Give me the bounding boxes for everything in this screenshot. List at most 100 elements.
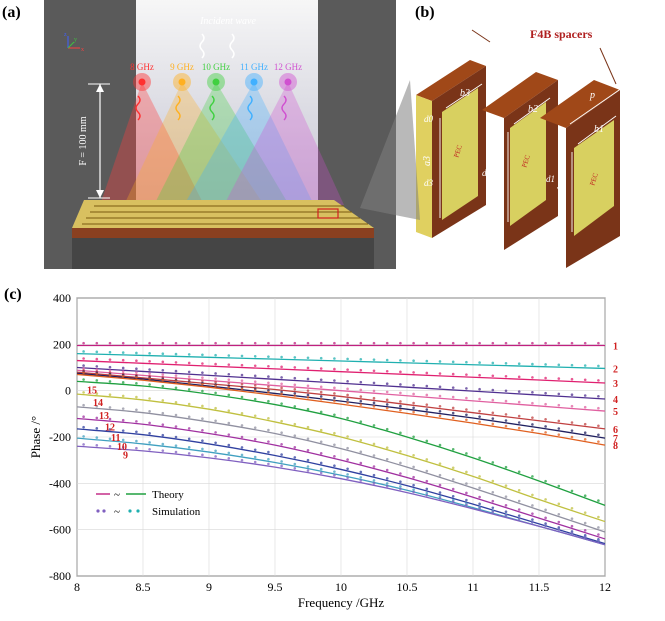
simulation-point-3 (465, 373, 468, 376)
simulation-point-6 (425, 403, 429, 406)
simulation-point-13 (399, 461, 402, 465)
simulation-point-14 (399, 450, 402, 453)
simulation-point-4 (201, 371, 204, 374)
simulation-point-4 (108, 365, 112, 369)
simulation-point-10 (95, 436, 99, 439)
simulation-point-15 (531, 475, 534, 478)
simulation-point-5 (240, 379, 244, 383)
simulation-point-3 (187, 361, 191, 365)
simulation-point-1 (253, 341, 257, 345)
simulation-point-12 (319, 452, 323, 455)
simulation-point-12 (293, 446, 297, 449)
simulation-point-6 (557, 419, 561, 423)
simulation-point-5 (201, 376, 204, 379)
simulation-point-8 (267, 390, 270, 394)
simulation-point-11 (108, 428, 112, 431)
simulation-point-10 (425, 491, 429, 495)
simulation-point-1 (201, 341, 204, 345)
frequency-label-1: 9 GHz (170, 62, 194, 72)
focal-point-2 (212, 78, 220, 86)
simulation-point-11 (478, 502, 481, 506)
x-axis-ticks: 8 8.5 9 9.5 10 10.5 11 11.5 12 (74, 580, 611, 594)
simulation-point-10 (372, 479, 376, 482)
series-number-8: 8 (613, 441, 618, 452)
simulation-point-5 (544, 402, 547, 406)
simulation-point-13 (544, 508, 547, 512)
simulation-point-1 (478, 341, 481, 345)
svg-text:a3: a3 (422, 156, 433, 166)
simulation-point-14 (82, 391, 85, 394)
simulation-point-4 (135, 367, 138, 371)
simulation-point-7 (425, 408, 429, 411)
simulation-point-9 (517, 517, 521, 520)
simulation-point-14 (557, 502, 561, 506)
simulation-point-15 (174, 386, 178, 390)
simulation-point-14 (465, 470, 468, 474)
simulation-point-6 (478, 409, 481, 413)
simulation-point-8 (504, 424, 508, 428)
simulation-point-8 (319, 397, 323, 401)
simulation-point-12 (504, 504, 508, 507)
simulation-point-4 (491, 388, 495, 392)
simulation-point-6 (491, 411, 495, 415)
simulation-point-1 (531, 341, 534, 345)
simulation-point-11 (346, 467, 349, 471)
simulation-point-5 (161, 373, 165, 376)
focal-length-label: F = 100 mm (78, 116, 89, 165)
simulation-point-4 (438, 385, 442, 389)
simulation-point-2 (491, 361, 495, 365)
simulation-point-12 (267, 440, 270, 443)
simulation-point-13 (372, 454, 376, 457)
simulation-point-3 (240, 363, 244, 367)
simulation-point-7 (267, 389, 270, 392)
simulation-point-10 (319, 467, 323, 471)
theory-line-13 (76, 406, 606, 533)
simulation-point-5 (108, 369, 112, 372)
simulation-point-10 (280, 460, 283, 463)
simulation-point-9 (135, 446, 138, 450)
simulation-point-9 (174, 450, 178, 454)
simulation-point-13 (385, 457, 389, 461)
simulation-point-7 (385, 403, 389, 406)
simulation-point-10 (121, 438, 125, 442)
pec-patch-1 (574, 120, 614, 236)
simulation-point-12 (148, 421, 151, 425)
simulation-point-6 (570, 421, 574, 424)
simulation-point-13 (135, 408, 138, 412)
simulation-point-12 (465, 491, 468, 495)
panel-b-label: (b) (415, 4, 435, 21)
panel-c-label: (c) (4, 286, 22, 303)
simulation-point-2 (280, 355, 283, 359)
simulation-point-4 (227, 372, 231, 376)
simulation-point-15 (385, 427, 389, 431)
svg-text:PEC: PEC (588, 172, 600, 187)
simulation-point-9 (267, 462, 270, 466)
simulation-point-14 (187, 402, 191, 406)
simulation-point-12 (438, 483, 442, 487)
simulation-point-3 (425, 371, 429, 375)
simulation-point-15 (135, 381, 138, 385)
simulation-point-10 (227, 451, 231, 455)
simulation-point-3 (597, 379, 600, 382)
simulation-point-15 (412, 435, 415, 439)
simulation-point-9 (214, 455, 217, 458)
simulation-point-6 (187, 378, 191, 381)
theory-line-12 (76, 417, 606, 540)
simulation-point-3 (372, 369, 376, 373)
simulation-point-15 (253, 397, 257, 401)
simulation-point-8 (174, 380, 178, 383)
simulation-point-10 (82, 435, 85, 438)
simulation-point-10 (148, 441, 151, 444)
simulation-point-10 (214, 449, 217, 453)
simulation-point-9 (333, 473, 336, 477)
simulation-point-11 (504, 510, 508, 514)
simulation-point-14 (451, 466, 455, 470)
panel-b-unit-cell: PEC PEC PEC F4B spacers (410, 0, 665, 269)
simulation-point-15 (557, 484, 561, 488)
simulation-point-5 (517, 400, 521, 404)
simulation-point-5 (491, 398, 495, 402)
simulation-point-4 (478, 387, 481, 391)
simulation-point-3 (359, 368, 363, 372)
y-tick-label: 0 (65, 384, 71, 398)
simulation-point-3 (135, 359, 138, 363)
